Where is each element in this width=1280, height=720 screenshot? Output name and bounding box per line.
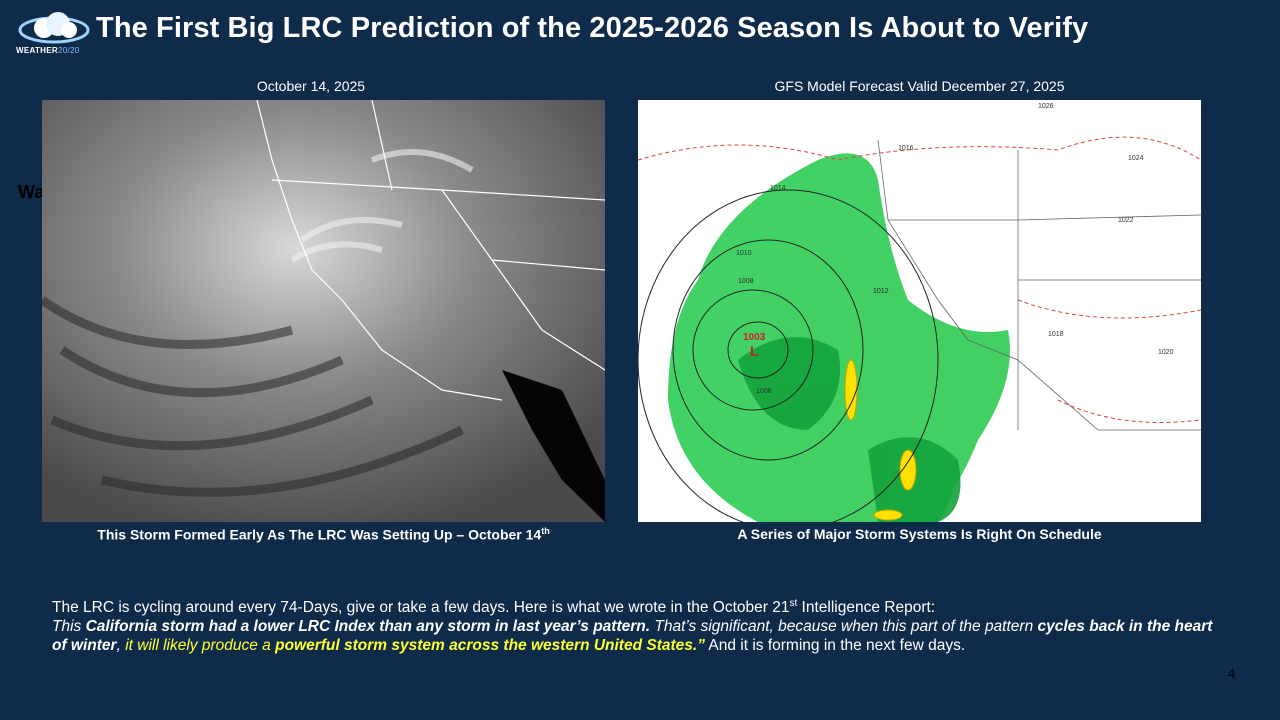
isobar-label: 1026: [1038, 103, 1054, 110]
right-caption: A Series of Major Storm Systems Is Right…: [737, 526, 1102, 542]
isobar-label: 1006: [756, 388, 772, 395]
isobar-label: 1024: [1128, 155, 1144, 162]
page-number: 4: [1228, 666, 1236, 681]
slide-title: The First Big LRC Prediction of the 2025…: [96, 12, 1089, 44]
isobar-label: 1008: [738, 278, 754, 285]
weather2020-logo: [14, 10, 94, 60]
isobar-label: 1020: [1158, 349, 1174, 356]
left-caption: This Storm Formed Early As The LRC Was S…: [97, 526, 550, 543]
body-intro-line: The LRC is cycling around every 74-Days,…: [52, 598, 936, 617]
isobar-label: 1016: [898, 145, 914, 152]
isobar-label: 1014: [770, 185, 786, 192]
isobar-label: 1012: [873, 288, 889, 295]
low-pressure-marker: L: [750, 343, 759, 359]
gfs-forecast-map: 1003 L 1026 1024 1022 1020 1018 1016 101…: [638, 100, 1201, 522]
logo-wordmark: WEATHER20/20: [16, 46, 80, 55]
isobar-label: 1010: [736, 250, 752, 257]
body-quote: This California storm had a lower LRC In…: [52, 618, 1213, 655]
isobar-label: 1018: [1048, 331, 1064, 338]
satellite-image: [42, 100, 605, 522]
isobar-label: 1022: [1118, 217, 1134, 224]
stray-text: Wa: [18, 182, 45, 202]
body-paragraph: The LRC is cycling around every 74-Days,…: [52, 594, 1222, 655]
right-date-label: GFS Model Forecast Valid December 27, 20…: [774, 78, 1065, 94]
left-date-label: October 14, 2025: [256, 78, 366, 94]
low-pressure-value: 1003: [743, 332, 766, 343]
